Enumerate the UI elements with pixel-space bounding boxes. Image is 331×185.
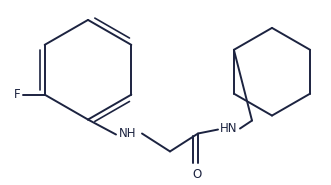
Text: O: O: [192, 168, 202, 181]
Text: NH: NH: [119, 127, 137, 140]
Text: F: F: [14, 88, 21, 101]
Text: HN: HN: [220, 122, 238, 135]
